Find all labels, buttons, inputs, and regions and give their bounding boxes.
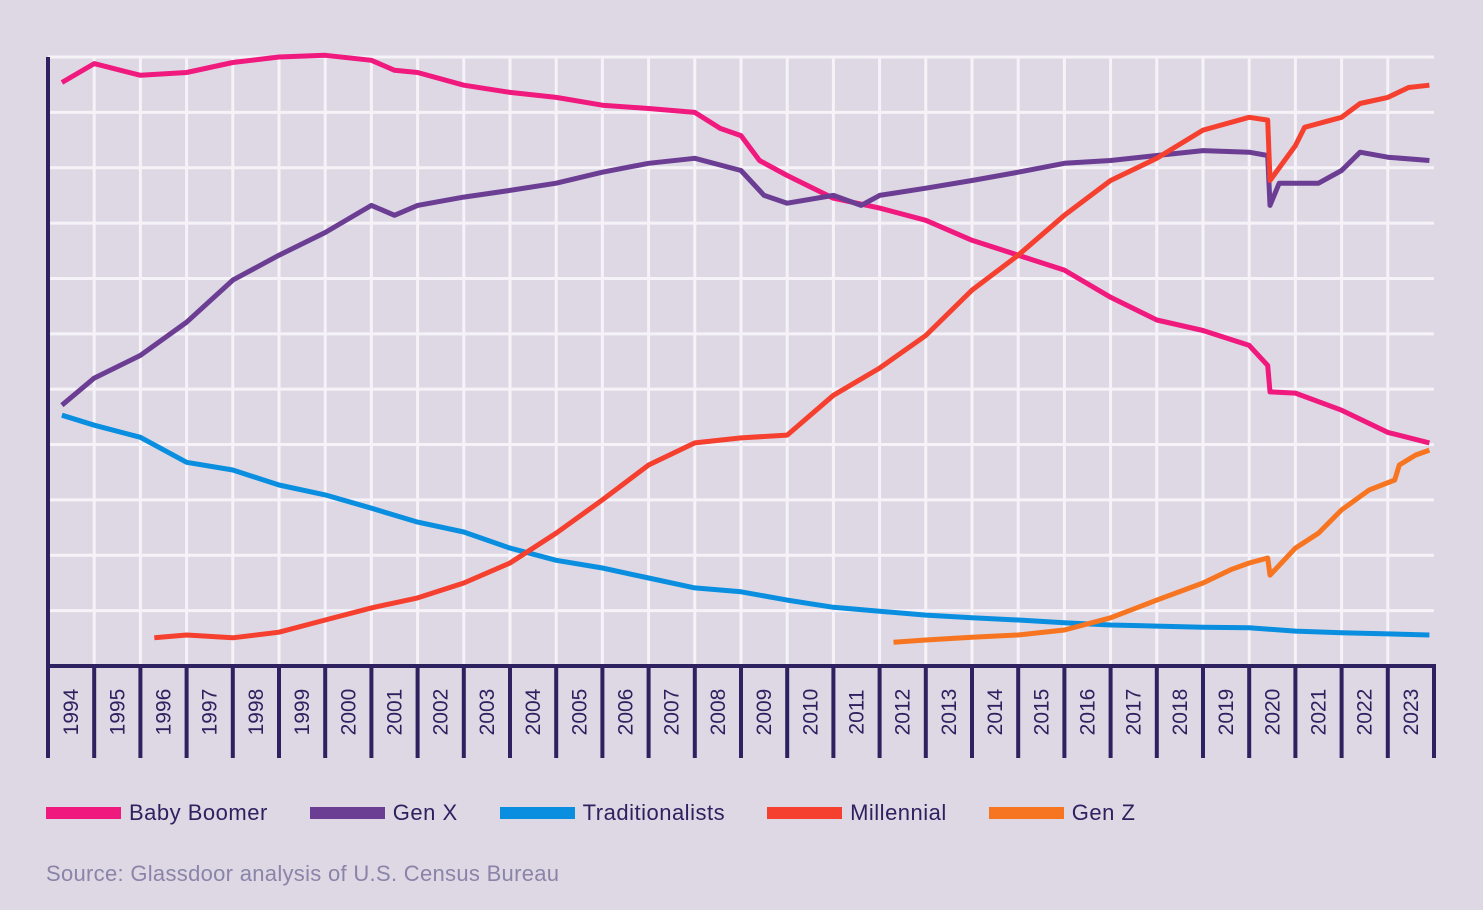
series-lines	[60, 52, 1431, 645]
x-tick-label: 2012	[892, 689, 915, 736]
legend-swatch	[309, 807, 385, 819]
x-tick-label: 1995	[106, 689, 129, 736]
x-tick-label: 2020	[1261, 689, 1284, 736]
legend-swatch	[767, 807, 843, 819]
x-tick-labels: 1994 1995 1996 1997 1998 1999 2000 2001 2002 2003…	[60, 688, 1423, 735]
source-note: Source: Glassdoor analysis of U.S. Censu…	[46, 861, 560, 886]
legend-label: Gen X	[392, 800, 458, 825]
x-tick-label: 2000	[337, 689, 360, 736]
x-tick-label: 2009	[753, 689, 776, 736]
x-tick-label: 2010	[799, 689, 822, 736]
line-chart: 1994 1995 1996 1997 1998 1999 2000 2001 2002 2003…	[46, 52, 1436, 758]
legend-label: Millennial	[850, 800, 947, 825]
x-tick-label: 2023	[1400, 689, 1423, 736]
series-line-baby-boomer	[60, 52, 1431, 446]
x-tick-label: 1996	[153, 689, 176, 736]
series-line-gen-z	[893, 447, 1431, 645]
x-tick-label: 2013	[938, 689, 961, 736]
x-tick-label: 2003	[476, 689, 499, 736]
legend-item-millennial: Millennial	[767, 800, 947, 826]
series-line-gen-x	[60, 148, 1430, 408]
x-tick-label: 1994	[60, 688, 83, 735]
series-line-millennial	[154, 82, 1430, 641]
legend-item-baby-boomer: Baby Boomer	[46, 800, 268, 826]
x-tick-label: 1997	[199, 689, 222, 736]
x-tick-label: 2011	[846, 689, 869, 734]
x-tick-label: 2019	[1215, 689, 1238, 736]
legend-label: Gen Z	[1071, 800, 1136, 825]
x-tick-label: 2005	[568, 689, 591, 736]
legend-swatch	[988, 807, 1064, 819]
x-tick-label: 2015	[1030, 689, 1053, 736]
x-tick-label: 2016	[1077, 689, 1100, 736]
legend-swatch	[46, 807, 121, 819]
x-tick-label: 1999	[291, 689, 314, 736]
x-tick-label: 2002	[430, 689, 453, 736]
x-tick-label: 2014	[984, 688, 1007, 735]
x-tick-label: 2006	[615, 689, 638, 736]
x-tick-label: 2001	[384, 689, 407, 736]
legend-item-traditionalists: Traditionalists	[499, 800, 726, 826]
x-tick-label: 2017	[1123, 689, 1146, 736]
x-tick-label: 1998	[245, 689, 268, 736]
x-tick-label: 2008	[707, 689, 730, 736]
series-line-traditionalists	[61, 412, 1430, 638]
x-tick-label: 2018	[1169, 689, 1192, 736]
axes	[46, 57, 1436, 758]
x-tick-label: 2021	[1308, 689, 1331, 736]
legend-label: Traditionalists	[582, 800, 726, 825]
x-tick-label: 2022	[1354, 689, 1377, 736]
x-tick-label: 2004	[522, 688, 545, 735]
legend: Baby Boomer Gen X Traditionalists Millen…	[46, 800, 1177, 826]
legend-label: Baby Boomer	[129, 800, 268, 825]
legend-swatch	[499, 807, 575, 819]
legend-item-gen-z: Gen Z	[988, 800, 1136, 826]
x-tick-label: 2007	[661, 689, 684, 736]
legend-item-gen-x: Gen X	[309, 800, 458, 826]
